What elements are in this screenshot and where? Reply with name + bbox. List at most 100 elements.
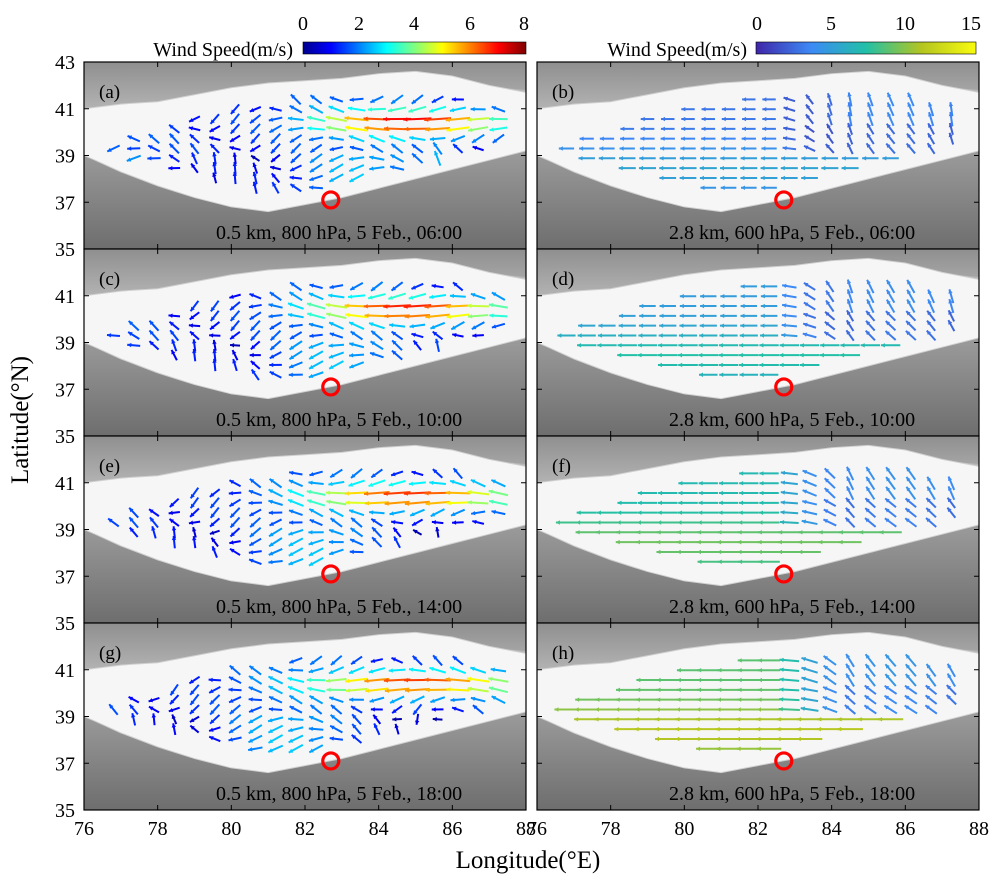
wind-arrow [844, 694, 856, 705]
wind-arrow [308, 547, 324, 557]
wind-arrow [739, 471, 759, 476]
wind-arrow [127, 135, 141, 143]
wind-arrow [408, 667, 426, 673]
wind-arrow [638, 165, 657, 171]
wind-arrow [826, 123, 834, 135]
wind-arrow [720, 313, 737, 319]
wind-arrow [597, 343, 617, 348]
wind-arrow [701, 107, 715, 112]
wind-arrow [845, 329, 855, 342]
y-tick-label: 35 [55, 800, 75, 822]
wind-arrow [865, 310, 876, 322]
wind-arrow [798, 530, 821, 535]
wind-arrow [329, 714, 343, 725]
wind-arrow [905, 663, 917, 677]
wind-arrow [576, 520, 598, 525]
wind-arrow [467, 500, 489, 505]
wind-arrow [490, 667, 507, 673]
wind-arrow [781, 323, 797, 328]
wind-arrow [309, 333, 323, 338]
wind-arrow [391, 330, 404, 341]
wind-arrow [802, 479, 817, 488]
wind-arrow [777, 539, 801, 545]
wind-arrow [370, 281, 384, 292]
wind-arrow [575, 530, 598, 535]
wind-arrow [309, 185, 323, 190]
wind-arrow [270, 172, 281, 184]
wind-arrow [252, 181, 258, 195]
wind-arrow [757, 658, 781, 663]
wind-arrow [449, 293, 466, 299]
wind-arrow [778, 549, 801, 555]
wind-arrow [925, 684, 938, 695]
wind-arrow [328, 528, 344, 536]
x-axis-title: Longitude(°E) [456, 847, 601, 874]
wind-arrow [408, 481, 426, 486]
wind-arrow [679, 323, 697, 328]
wind-arrow [867, 92, 874, 107]
wind-arrow [676, 539, 700, 545]
wind-arrow [863, 704, 877, 715]
wind-arrow [229, 331, 241, 340]
wind-arrow [288, 743, 304, 754]
wind-arrow [169, 329, 180, 342]
wind-arrow [865, 142, 875, 155]
wind-arrow [389, 510, 405, 516]
wind-arrow [946, 684, 957, 696]
wind-arrow [780, 470, 798, 476]
wind-arrow [452, 520, 464, 525]
wind-arrow [392, 717, 402, 722]
wind-arrow [719, 323, 738, 328]
wind-arrow [846, 289, 854, 304]
wind-arrow [268, 707, 283, 712]
wind-arrow [268, 124, 283, 134]
wind-arrow [904, 694, 918, 705]
wind-arrow [412, 339, 422, 351]
wind-arrow [189, 715, 200, 723]
wind-arrow [760, 294, 778, 299]
wind-arrow [701, 116, 716, 122]
wind-arrow [781, 283, 797, 289]
wind-arrow [351, 723, 362, 735]
wind-arrow [429, 480, 446, 486]
wind-arrow [446, 500, 470, 506]
wind-arrow [740, 303, 757, 309]
wind-arrow [411, 470, 424, 477]
site-marker [321, 190, 341, 210]
wind-arrow [467, 117, 489, 122]
panel-g: (g) 0.5 km, 800 hPa, 5 Feb., 18:00 35 37 39 4… [55, 622, 536, 840]
wind-arrow [388, 480, 406, 487]
wind-arrow [330, 704, 343, 715]
wind-arrow [248, 665, 262, 676]
wind-arrow [248, 508, 262, 517]
wind-arrow [718, 510, 739, 515]
wind-arrow [578, 156, 595, 161]
wind-arrow [308, 508, 324, 518]
wind-arrow [403, 304, 432, 309]
wind-arrow [799, 343, 820, 348]
wind-arrow [700, 156, 717, 161]
wind-arrow [947, 476, 956, 491]
y-tick-label: 41 [55, 660, 75, 682]
x-tick-label: 88 [969, 818, 989, 840]
wind-arrow [945, 694, 957, 706]
wind-arrow [947, 485, 956, 501]
wind-arrow [389, 323, 406, 328]
terrain-north [537, 62, 979, 147]
wind-arrow [363, 491, 390, 496]
wind-arrow [290, 93, 302, 105]
wind-arrow [947, 309, 956, 322]
wind-arrow [390, 153, 405, 163]
wind-arrow [718, 490, 739, 496]
wind-arrow [782, 145, 797, 151]
wind-arrow [824, 321, 836, 331]
wind-arrow [846, 142, 854, 155]
wind-arrow [388, 668, 406, 673]
site-marker [774, 190, 794, 210]
wind-arrow [742, 116, 756, 122]
wind-arrow [862, 156, 879, 161]
wind-arrow [229, 301, 241, 311]
wind-arrow [823, 508, 837, 517]
wind-arrow [846, 309, 855, 322]
wind-arrow [249, 526, 262, 538]
